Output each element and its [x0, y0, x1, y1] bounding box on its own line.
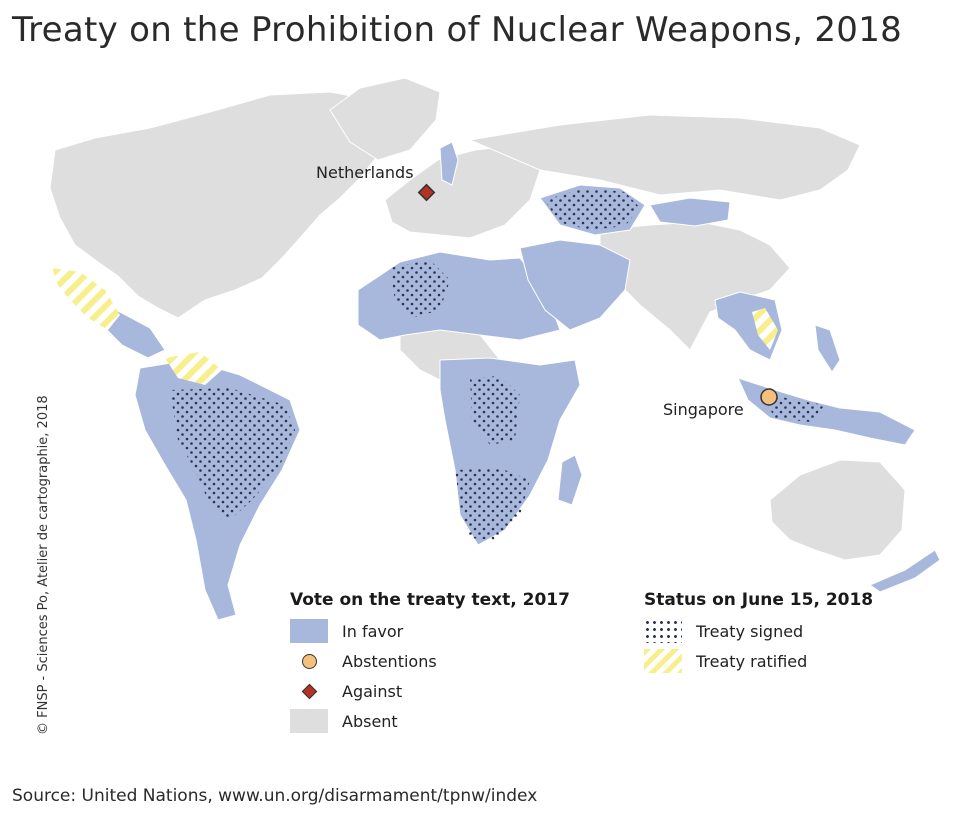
legend-label: Treaty signed	[696, 621, 804, 641]
circle-icon	[290, 649, 328, 673]
middle-east-region	[519, 239, 631, 331]
legend-label: Abstentions	[342, 651, 437, 671]
legend-item-absent: Absent	[290, 706, 570, 736]
singapore-label: Singapore	[663, 400, 744, 419]
indonesia-region	[737, 377, 916, 446]
legend-item-ratified: Treaty ratified	[644, 646, 873, 676]
australia-shape	[769, 459, 906, 561]
north-america-shape	[49, 91, 401, 319]
greenland-shape	[329, 77, 441, 161]
mongolia-region	[649, 197, 731, 227]
netherlands-label: Netherlands	[316, 163, 414, 182]
callout-singapore: Singapore	[663, 388, 778, 419]
legend-vote-title: Vote on the treaty text, 2017	[290, 590, 570, 610]
diamond-icon	[290, 679, 328, 703]
madagascar-region	[557, 454, 583, 506]
legend-item-in-favor: In favor	[290, 616, 570, 646]
credit-text: © FNSP - Sciences Po, Atelier de cartogr…	[36, 395, 51, 735]
hatch-pattern-icon	[644, 649, 682, 673]
absent-landmasses	[49, 77, 906, 561]
ratified-vietnam	[752, 308, 778, 350]
blue-swatch-icon	[290, 619, 328, 643]
signed-central-africa	[470, 376, 520, 445]
callout-netherlands: Netherlands	[316, 163, 436, 202]
europe-shape	[384, 144, 541, 239]
signed-west-africa	[390, 260, 450, 318]
grey-swatch-icon	[290, 709, 328, 733]
legend-status: Status on June 15, 2018 Treaty signed Tr…	[644, 590, 873, 676]
new-zealand-region	[868, 549, 941, 593]
legend-item-abstentions: Abstentions	[290, 646, 570, 676]
abstention-circle-marker	[760, 388, 778, 406]
legend-label: Against	[342, 681, 403, 701]
ratified-venezuela	[165, 352, 222, 385]
signed-southern-africa	[455, 468, 530, 540]
legend-label: In favor	[342, 621, 404, 641]
sweden-region	[439, 141, 459, 186]
philippines-region	[814, 324, 841, 373]
legend-item-against: Against	[290, 676, 570, 706]
russia-shape	[468, 114, 861, 201]
legend-status-title: Status on June 15, 2018	[644, 590, 874, 610]
legend-vote: Vote on the treaty text, 2017 In favor A…	[290, 590, 570, 736]
signed-south-america	[170, 388, 295, 520]
legend-label: Absent	[342, 711, 398, 731]
legend-label: Treaty ratified	[696, 651, 808, 671]
dot-pattern-icon	[644, 619, 682, 643]
map-title: Treaty on the Prohibition of Nuclear Wea…	[12, 10, 903, 50]
signed-kazakhstan	[545, 188, 640, 230]
ratified-mexico	[52, 268, 120, 330]
against-diamond-marker	[417, 183, 436, 202]
ratified-overlays	[52, 268, 778, 385]
signed-overlays	[170, 188, 825, 540]
legend-item-signed: Treaty signed	[644, 616, 873, 646]
source-note: Source: United Nations, www.un.org/disar…	[12, 786, 538, 806]
